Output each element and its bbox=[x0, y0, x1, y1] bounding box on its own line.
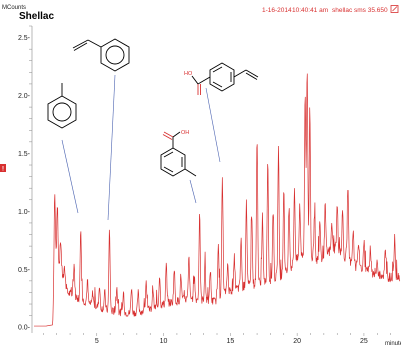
header-scan: sms 35.650 bbox=[354, 7, 388, 14]
chromatogram-series-line bbox=[34, 73, 401, 327]
y-tick-label: 1.5- bbox=[18, 151, 31, 158]
svg-text:HO: HO bbox=[184, 71, 193, 77]
side-marker[interactable]: ! bbox=[0, 164, 6, 173]
styrene-leader-line bbox=[107, 74, 116, 221]
chart-title: Shellac bbox=[19, 11, 54, 22]
y-tick-label: 2.0- bbox=[18, 93, 31, 100]
header-time: 10:40:41 am bbox=[292, 7, 328, 14]
y-tick-label: 0.0- bbox=[18, 325, 31, 332]
styrene-structure-icon bbox=[72, 38, 130, 72]
x-axis-ticks: 5 10 15 20 25 bbox=[43, 333, 391, 345]
x-tick-label: 25 bbox=[360, 338, 368, 345]
svg-text:OH: OH bbox=[181, 130, 189, 136]
header-sample: shellac bbox=[332, 7, 353, 14]
toluene-leader-line bbox=[61, 139, 79, 214]
x-axis-label: minutes bbox=[385, 341, 401, 347]
x-tick-label: 10 bbox=[160, 338, 168, 345]
note-icon[interactable] bbox=[390, 5, 399, 13]
vinylbenzoic-acid-structure-icon: HO bbox=[184, 62, 259, 95]
toluene-structure-icon bbox=[47, 83, 77, 129]
svg-text:!: ! bbox=[2, 167, 4, 173]
y-axis-label: MCounts bbox=[2, 5, 26, 11]
vinylbenzoic-acid-leader-line bbox=[205, 87, 221, 163]
x-tick-label: 20 bbox=[293, 338, 301, 345]
x-tick-label: 15 bbox=[226, 338, 234, 345]
y-tick-label: 0.5- bbox=[18, 267, 31, 274]
toluic-acid-leader-line bbox=[189, 179, 197, 204]
y-axis-ticks: 0.0- 0.5- 1.0- 1.5- 2.0- 2.5- bbox=[18, 25, 32, 332]
header-date: 1-16-2014 bbox=[262, 7, 292, 14]
toluic-acid-structure-icon: OH bbox=[160, 130, 197, 177]
y-tick-label: 1.0- bbox=[18, 209, 31, 216]
x-tick-label: 5 bbox=[95, 338, 99, 345]
y-tick-label: 2.5- bbox=[18, 35, 31, 42]
